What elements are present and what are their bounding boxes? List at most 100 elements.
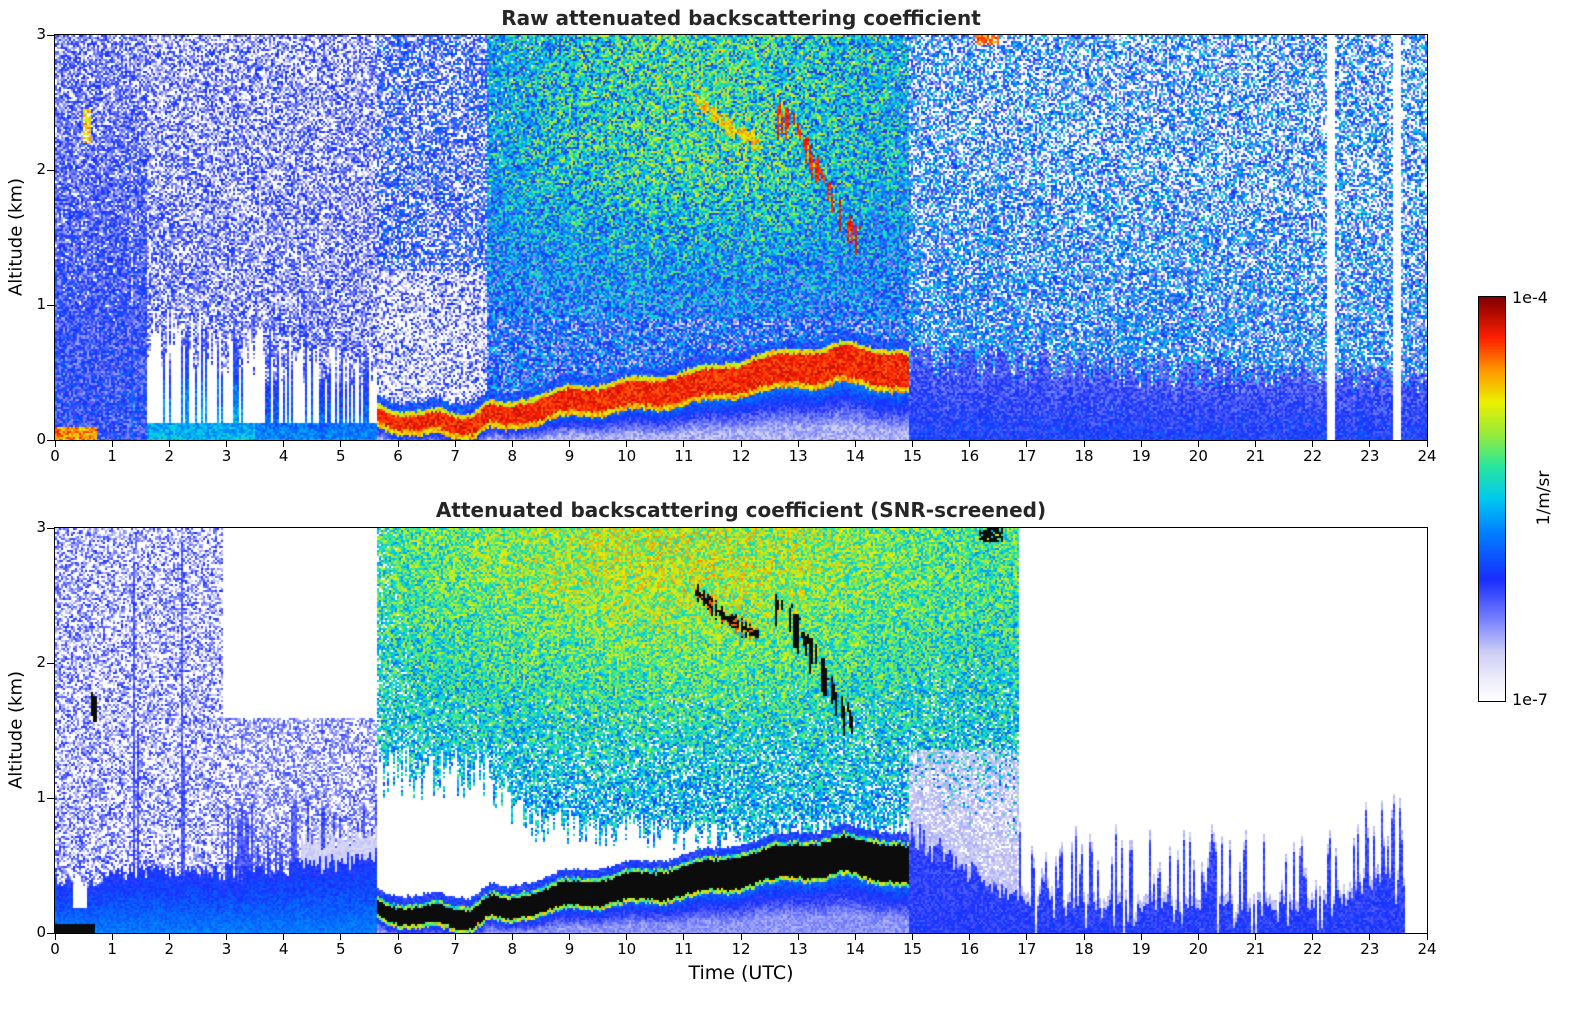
x-tick-label: 7 [450, 447, 460, 465]
x-tick-label: 2 [164, 447, 175, 465]
x-tick-mark [226, 934, 227, 940]
colorbar-gradient-canvas [1479, 297, 1505, 701]
x-tick-mark [226, 441, 227, 447]
x-tick-mark [111, 934, 113, 940]
y-tick-mark [47, 797, 54, 799]
x-tick-label: 3 [221, 940, 232, 958]
x-tick-label: 10 [617, 940, 637, 958]
screened-plot-frame [54, 527, 1428, 934]
x-tick-label: 17 [1017, 447, 1037, 465]
x-tick-label: 22 [1303, 940, 1323, 958]
x-tick-mark [340, 441, 342, 447]
x-tick-label: 18 [1074, 940, 1094, 958]
y-tick-mark [47, 304, 54, 306]
x-tick-label: 5 [336, 940, 346, 958]
x-tick-label: 11 [674, 940, 694, 958]
x-tick-mark [454, 934, 456, 940]
x-tick-label: 14 [845, 447, 865, 465]
x-tick-label: 10 [617, 447, 637, 465]
x-tick-label: 2 [164, 940, 175, 958]
x-tick-label: 18 [1074, 447, 1094, 465]
x-tick-mark [54, 934, 56, 940]
x-tick-label: 24 [1417, 940, 1437, 958]
x-tick-mark [854, 934, 856, 940]
x-tick-label: 17 [1017, 940, 1037, 958]
x-tick-mark [1140, 441, 1142, 447]
y-tick-label: 0 [36, 430, 46, 448]
y-tick-label: 3 [36, 25, 46, 43]
x-axis-label: Time (UTC) [688, 962, 794, 984]
y-tick-label: 3 [36, 518, 46, 536]
x-tick-label: 20 [1188, 940, 1208, 958]
x-tick-label: 8 [507, 940, 518, 958]
x-tick-label: 13 [788, 447, 808, 465]
x-tick-mark [740, 441, 742, 447]
x-tick-mark [454, 441, 456, 447]
y-tick-label: 1 [36, 788, 46, 806]
x-tick-mark [969, 934, 971, 940]
x-tick-label: 21 [1245, 940, 1266, 958]
raw-panel-title: Raw attenuated backscattering coefficien… [501, 6, 981, 30]
x-tick-label: 20 [1188, 447, 1208, 465]
x-tick-label: 0 [50, 447, 60, 465]
x-tick-label: 22 [1303, 447, 1323, 465]
x-tick-label: 0 [50, 940, 60, 958]
x-tick-mark [683, 441, 685, 447]
x-tick-mark [1083, 934, 1085, 940]
x-tick-label: 9 [564, 940, 575, 958]
x-tick-mark [1426, 934, 1428, 940]
x-tick-label: 1 [107, 447, 117, 465]
y-tick-mark [47, 527, 54, 529]
x-tick-mark [1426, 441, 1428, 447]
x-tick-mark [1026, 934, 1028, 940]
y-tick-mark [47, 169, 54, 171]
x-tick-mark [626, 441, 628, 447]
x-tick-mark [569, 441, 570, 447]
x-tick-mark [283, 441, 285, 447]
y-tick-mark [47, 932, 54, 934]
x-tick-mark [854, 441, 856, 447]
y-tick-mark [47, 34, 54, 36]
x-tick-mark [683, 934, 685, 940]
x-tick-mark [1369, 441, 1371, 447]
x-tick-label: 7 [450, 940, 460, 958]
x-tick-mark [912, 441, 913, 447]
x-tick-mark [1312, 441, 1314, 447]
x-tick-mark [1197, 934, 1199, 940]
x-tick-label: 8 [507, 447, 518, 465]
x-tick-label: 24 [1417, 447, 1437, 465]
x-tick-label: 9 [564, 447, 575, 465]
x-tick-label: 6 [393, 940, 403, 958]
raw-y-axis-label: Altitude (km) [5, 177, 27, 297]
x-tick-mark [1083, 441, 1085, 447]
x-tick-mark [626, 934, 628, 940]
colorbar-units-label: 1/m/sr [1534, 470, 1554, 526]
x-tick-mark [797, 934, 799, 940]
x-tick-mark [111, 441, 113, 447]
x-tick-label: 12 [731, 447, 751, 465]
x-tick-label: 3 [221, 447, 232, 465]
y-tick-label: 1 [36, 295, 46, 313]
x-tick-label: 4 [278, 447, 289, 465]
x-tick-label: 23 [1360, 447, 1380, 465]
x-tick-mark [1255, 441, 1256, 447]
x-tick-mark [54, 441, 56, 447]
x-tick-mark [283, 934, 285, 940]
x-tick-mark [1369, 934, 1371, 940]
x-tick-label: 1 [107, 940, 117, 958]
colorbar [1478, 296, 1506, 702]
raw-plot-frame [54, 34, 1428, 441]
screened-y-axis-label: Altitude (km) [5, 670, 27, 790]
y-tick-label: 0 [36, 923, 46, 941]
colorbar-min-label: 1e-7 [1512, 690, 1548, 709]
x-tick-mark [1255, 934, 1256, 940]
x-tick-label: 5 [336, 447, 346, 465]
screened-heatmap-canvas [55, 528, 1427, 933]
y-tick-label: 2 [36, 653, 46, 671]
x-tick-mark [397, 934, 399, 940]
x-tick-mark [168, 934, 170, 940]
x-tick-mark [569, 934, 570, 940]
x-tick-label: 6 [393, 447, 403, 465]
x-tick-label: 21 [1245, 447, 1266, 465]
